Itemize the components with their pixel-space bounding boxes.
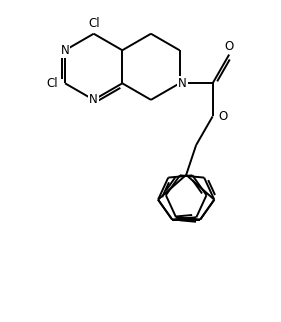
Text: N: N bbox=[178, 77, 187, 90]
Text: Cl: Cl bbox=[88, 17, 99, 30]
Text: O: O bbox=[218, 110, 227, 123]
Text: N: N bbox=[61, 44, 69, 57]
Text: Cl: Cl bbox=[47, 77, 58, 90]
Text: O: O bbox=[225, 40, 234, 53]
Text: N: N bbox=[89, 93, 98, 106]
